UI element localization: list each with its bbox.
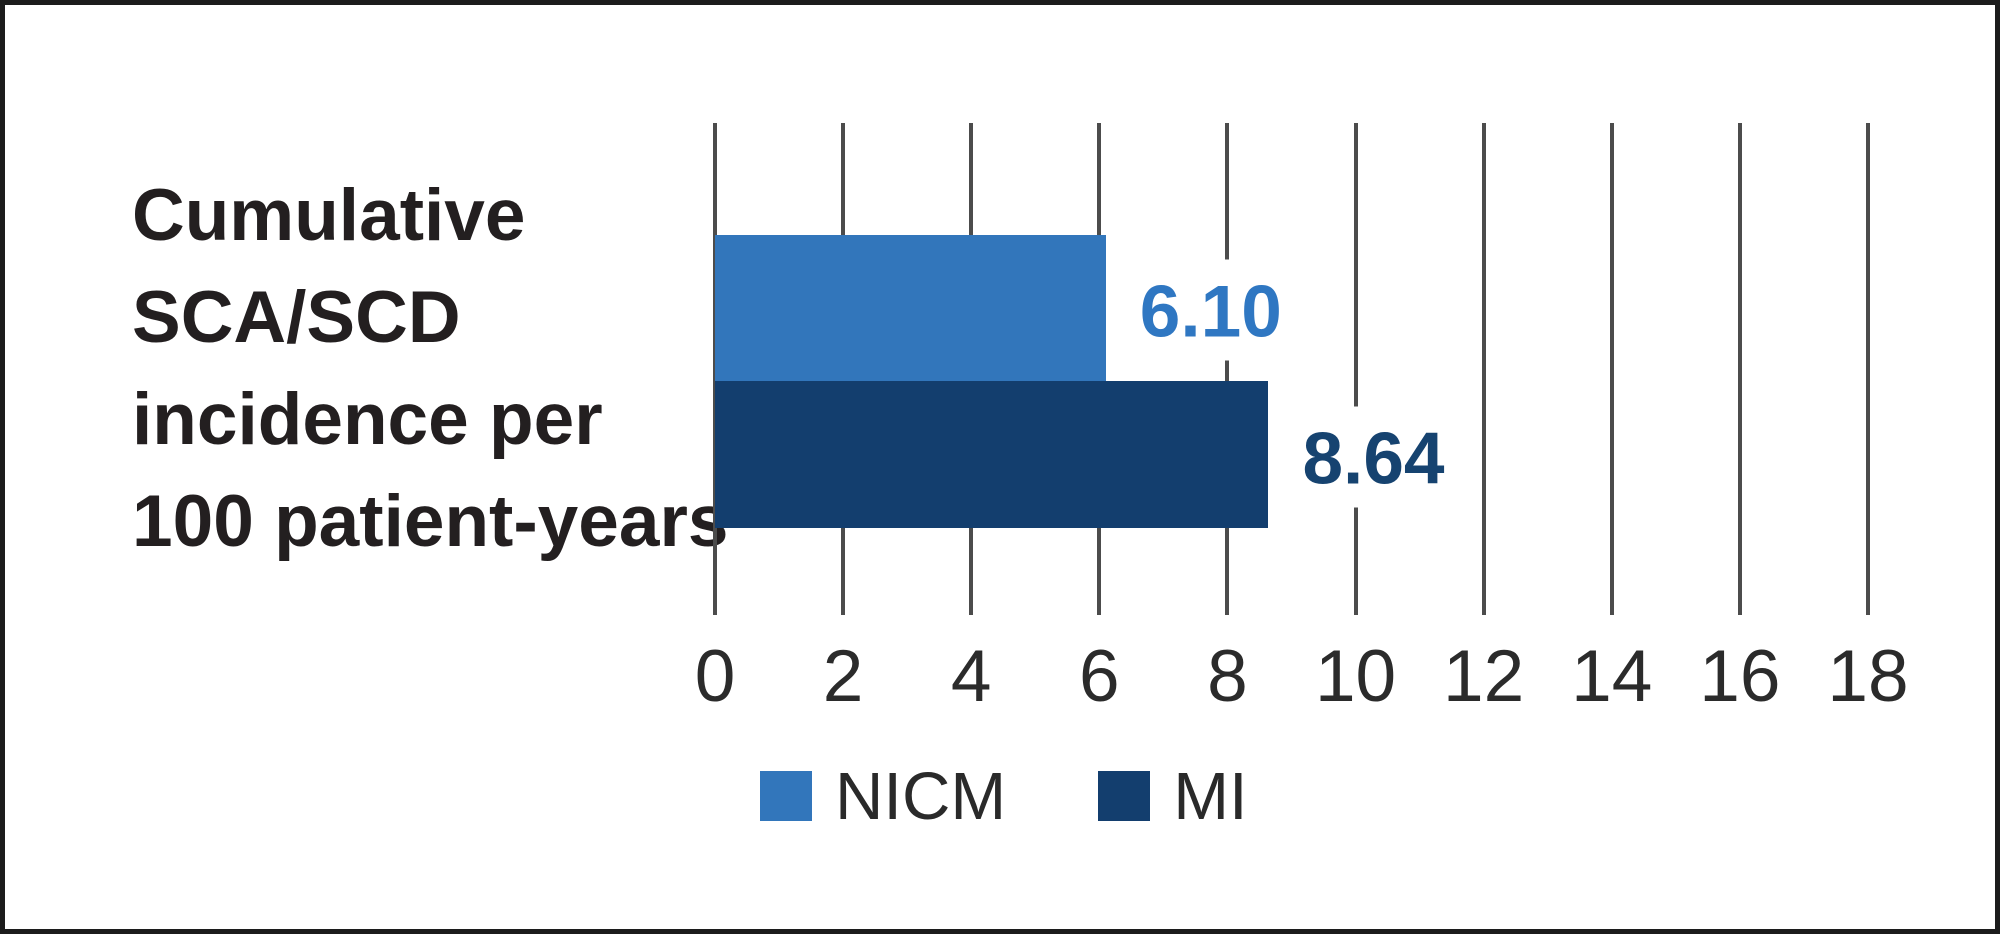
x-tick-12: 12 (1443, 636, 1525, 717)
gridline-14 (1609, 123, 1614, 615)
x-tick-0: 0 (694, 636, 736, 717)
axis-title-line: 100 patient-years (132, 481, 729, 562)
gridline-12 (1481, 123, 1486, 615)
x-axis: 0 2 4 6 8 10 12 14 16 18 (695, 636, 1909, 730)
bar-mi (715, 381, 1269, 528)
axis-title-line: SCA/SCD (132, 277, 461, 358)
legend-swatch-nicm (760, 771, 812, 821)
legend-swatch-mi (1098, 771, 1151, 821)
legend-item-mi: MI (1098, 763, 1248, 830)
axis-title-line: Cumulative (132, 175, 526, 256)
value-label-mi: 8.64 (1286, 406, 1461, 507)
x-tick-10: 10 (1314, 636, 1397, 717)
x-tick-14: 14 (1571, 636, 1653, 717)
x-tick-4: 4 (950, 636, 992, 717)
legend-label-nicm: NICM (835, 758, 1007, 834)
legend: NICM MI (760, 763, 1248, 830)
x-tick-18: 18 (1827, 636, 1909, 717)
axis-title-line: incidence per (132, 379, 603, 460)
legend-label-mi: MI (1173, 758, 1248, 834)
x-tick-16: 16 (1699, 636, 1781, 717)
x-tick-2: 2 (822, 636, 864, 717)
gridline-16 (1737, 123, 1742, 615)
plot-area: 6.10 8.64 (713, 123, 1870, 615)
bar-nicm (715, 235, 1106, 381)
value-label-nicm: 6.10 (1123, 259, 1298, 361)
axis-title: Cumulative SCA/SCD incidence per 100 pat… (132, 165, 732, 573)
legend-item-nicm: NICM (760, 763, 1006, 830)
x-tick-8: 8 (1207, 636, 1248, 717)
gridline-8 (1225, 123, 1230, 615)
x-tick-6: 6 (1079, 636, 1120, 717)
gridline-18 (1866, 123, 1870, 615)
gridline-10 (1353, 123, 1358, 615)
